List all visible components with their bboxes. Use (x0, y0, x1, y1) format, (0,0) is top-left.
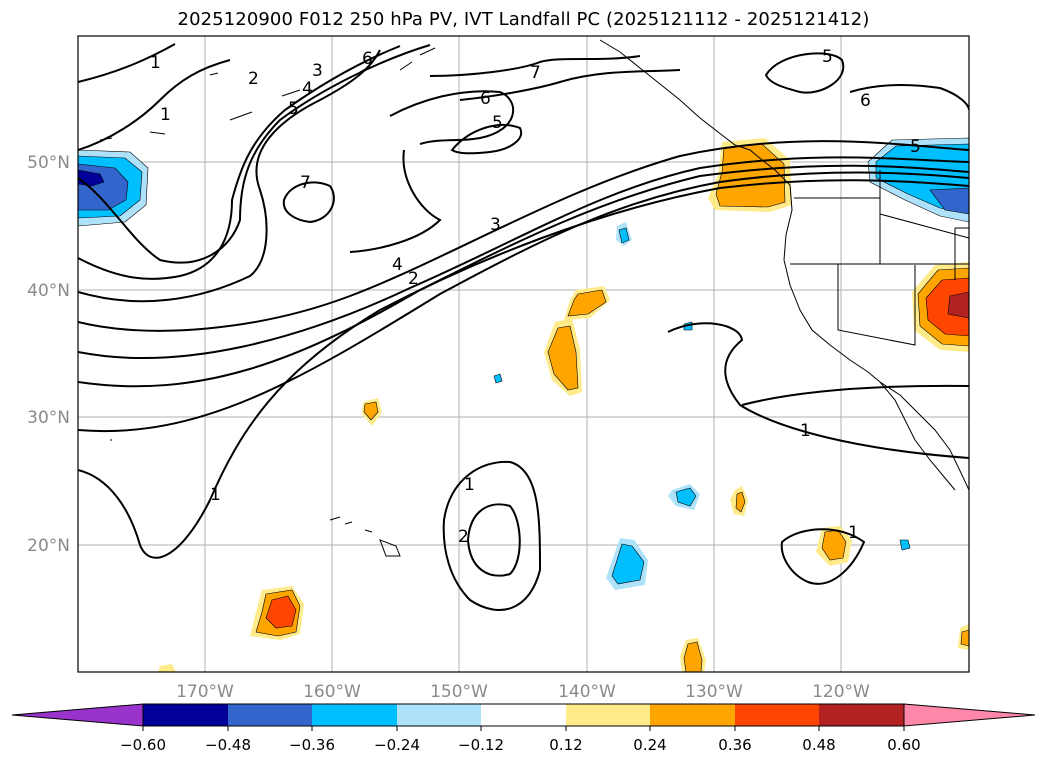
colorbar-bin (650, 704, 735, 726)
colorbar-tick-label: 0.60 (887, 736, 920, 754)
lon-label: 140°W (558, 682, 616, 702)
contour-label: 4 (302, 79, 313, 99)
contour-label: 5 (822, 47, 833, 67)
lat-label: 50°N (27, 153, 70, 173)
contour-label: 6 (362, 49, 373, 69)
contour-label: 3 (312, 61, 323, 81)
colorbar-bin (312, 704, 397, 726)
lon-label: 120°W (812, 682, 870, 702)
colorbar-tick-label: 0.36 (718, 736, 751, 754)
map-background (78, 36, 969, 672)
contour-label: 7 (300, 173, 311, 193)
lon-label: 150°W (430, 682, 488, 702)
contour-label: 1 (464, 475, 475, 495)
colorbar-bin (397, 704, 481, 726)
colorbar-tick-label: −0.36 (289, 736, 335, 754)
colorbar-tick-label: −0.60 (120, 736, 166, 754)
longitude-labels: 170°W 160°W 150°W 140°W 130°W 120°W (176, 682, 870, 702)
colorbar-tick-label: −0.48 (205, 736, 251, 754)
contour-label: 1 (150, 53, 161, 73)
contour-label: 6 (860, 91, 871, 111)
contour-label: 7 (530, 63, 541, 83)
map-frame (77, 35, 970, 673)
contour-label: 1 (160, 105, 171, 125)
colorbar: −0.60 −0.48 −0.36 −0.24 −0.12 0.12 0.24 … (11, 703, 1036, 754)
colorbar-tick-label: 0.48 (802, 736, 835, 754)
contour-label: 1 (800, 421, 811, 441)
contour-label: 2 (458, 527, 469, 547)
contour-label: 4 (392, 255, 403, 275)
lon-label: 170°W (176, 682, 234, 702)
colorbar-max-arrow (903, 703, 1036, 727)
contour-label: 3 (490, 215, 501, 235)
colorbar-min-arrow (11, 703, 144, 727)
pv-contours (78, 43, 969, 611)
lat-label: 20°N (27, 536, 70, 556)
lat-label: 30°N (27, 408, 70, 428)
colorbar-bin (228, 704, 312, 726)
latitude-labels: 50°N 40°N 30°N 20°N (27, 153, 70, 556)
colorbar-bin (143, 704, 228, 726)
contour-labels: 1 1 2 3 4 5 6 7 6 5 7 3 4 2 5 6 5 1 1 1 … (150, 47, 921, 547)
contour-label: 5 (910, 137, 921, 157)
contour-label: 5 (288, 99, 299, 119)
contour-label: 1 (210, 485, 221, 505)
map-title: 2025120900 F012 250 hPa PV, IVT Landfall… (177, 9, 870, 30)
colorbar-tick-label: 0.24 (633, 736, 666, 754)
lon-label: 130°W (685, 682, 743, 702)
contour-label: 2 (408, 269, 419, 289)
colorbar-tick-label: −0.12 (458, 736, 504, 754)
colorbar-bin (735, 704, 819, 726)
colorbar-bin (481, 704, 566, 726)
shaded-anomalies (78, 137, 969, 672)
lat-label: 40°N (27, 281, 70, 301)
contour-label: 1 (848, 523, 859, 543)
colorbar-bin (566, 704, 650, 726)
contour-label: 2 (248, 69, 259, 89)
colorbar-bin (819, 704, 904, 726)
contour-label: 5 (492, 113, 503, 133)
contour-label: 6 (480, 89, 491, 109)
colorbar-tick-label: −0.24 (374, 736, 420, 754)
lon-label: 160°W (303, 682, 361, 702)
colorbar-tick-label: 0.12 (549, 736, 582, 754)
